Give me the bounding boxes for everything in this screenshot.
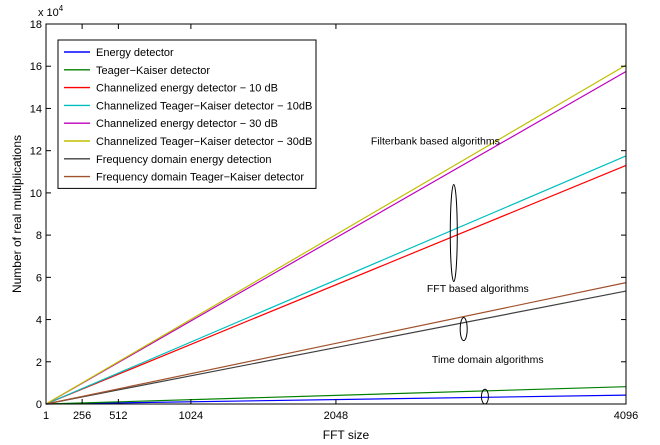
y-axis-exponent: x 104 [38, 4, 64, 19]
legend-label-5: Channelized Teager−Kaiser detector − 30d… [96, 136, 312, 148]
y-tick-label-7: 14 [30, 103, 42, 115]
y-tick-label-8: 16 [30, 61, 42, 73]
series-line-1 [45, 386, 627, 405]
legend-label-4: Channelized energy detector − 30 dB [96, 118, 278, 130]
y-axis-exponent-base: x 10 [38, 7, 59, 19]
y-tick-label-5: 10 [30, 188, 42, 200]
legend-label-6: Frequency domain energy detection [96, 154, 272, 166]
legend-label-0: Energy detector [96, 47, 174, 59]
y-tick-label-4: 8 [36, 230, 42, 242]
y-axis-exponent-power: 4 [59, 4, 64, 13]
y-tick-label-0: 0 [36, 399, 42, 411]
legend-label-2: Channelized energy detector − 10 dB [96, 83, 278, 95]
legend-label-7: Frequency domain Teager−Kaiser detector [96, 172, 304, 184]
series-layer [45, 64, 627, 405]
series-line-2 [45, 164, 627, 405]
legend-label-1: Teager−Kaiser detector [96, 65, 210, 77]
y-tick-label-1: 2 [36, 357, 42, 369]
annotation-ellipse-1 [459, 316, 468, 342]
series-line-5 [45, 64, 627, 405]
y-axis-label: Number of real multiplications [10, 135, 24, 293]
legend-box [57, 39, 317, 189]
x-tick-label-3: 1024 [179, 410, 203, 422]
legend-label-3: Channelized Teager−Kaiser detector − 10d… [96, 100, 312, 112]
x-axis-label: FFT size [323, 428, 370, 442]
annotation-label-2: Time domain algorithms [432, 354, 544, 366]
annotation-label-0: Filterbank based algorithms [371, 135, 500, 147]
annotation-ellipse-0 [449, 183, 458, 283]
annotation-ellipse-2 [480, 388, 489, 405]
x-tick-label-1: 256 [73, 410, 91, 422]
annotations-layer: Filterbank based algorithms FFT based alg… [371, 135, 544, 405]
legend: Energy detector Teager−Kaiser detector Cha… [57, 39, 317, 189]
series-line-4 [45, 70, 627, 405]
x-tick-label-0: 1 [43, 410, 49, 422]
y-tick-label-9: 18 [30, 19, 42, 31]
series-line-6 [45, 290, 627, 405]
x-tick-label-4: 2048 [324, 410, 348, 422]
y-tick-label-2: 4 [36, 315, 42, 327]
axes-layer: 1 256 512 1024 2048 4096 0 2 4 6 8 10 12 14 16 18 [30, 19, 638, 422]
x-tick-label-2: 512 [109, 410, 127, 422]
x-tick-label-5: 4096 [614, 410, 638, 422]
y-tick-label-6: 12 [30, 146, 42, 158]
y-tick-label-3: 6 [36, 272, 42, 284]
series-line-3 [45, 155, 627, 405]
annotation-label-1: FFT based algorithms [427, 283, 529, 295]
series-line-7 [45, 282, 627, 405]
